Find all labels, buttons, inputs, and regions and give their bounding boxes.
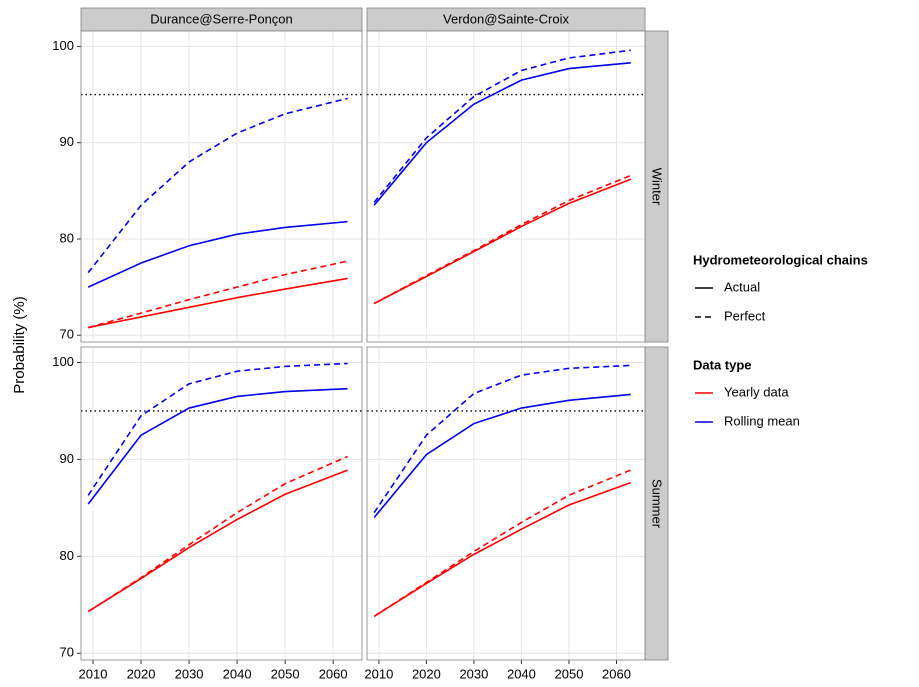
x-tick-label: 2060 <box>602 666 631 681</box>
legend-title: Data type <box>693 357 752 372</box>
line-series <box>373 174 632 305</box>
y-tick-label: 80 <box>60 548 74 563</box>
strip-label: Summer <box>650 479 665 529</box>
line-series <box>373 49 631 203</box>
line-series <box>88 277 348 329</box>
panel-border <box>366 30 646 343</box>
line-series <box>373 481 632 618</box>
x-tick-label: 2020 <box>127 666 156 681</box>
x-tick-label: 2030 <box>175 666 204 681</box>
x-tick-label: 2010 <box>364 666 393 681</box>
x-tick-label: 2020 <box>412 666 441 681</box>
y-tick-label: 70 <box>60 645 74 660</box>
x-tick-label: 2040 <box>507 666 536 681</box>
legend-label: Rolling mean <box>724 413 800 428</box>
line-series <box>373 178 632 305</box>
legend-label: Yearly data <box>724 384 789 399</box>
x-tick-label: 2060 <box>319 666 348 681</box>
legend-label: Perfect <box>724 308 766 323</box>
line-series <box>87 469 348 613</box>
x-tick-label: 2030 <box>459 666 488 681</box>
line-series <box>87 260 348 329</box>
y-tick-label: 90 <box>60 451 74 466</box>
strip-label: Durance@Serre-Ponçon <box>150 11 293 26</box>
legend-title: Hydrometeorological chains <box>693 252 868 267</box>
line-series <box>87 362 348 496</box>
y-tick-label: 80 <box>60 230 74 245</box>
y-tick-label: 100 <box>52 354 74 369</box>
panel <box>81 347 362 660</box>
panel <box>367 31 645 342</box>
y-axis-label: Probability (%) <box>11 296 28 394</box>
panel <box>367 347 645 660</box>
line-series <box>373 61 631 206</box>
line-series <box>373 364 631 514</box>
x-tick-label: 2050 <box>271 666 300 681</box>
x-tick-label: 2040 <box>223 666 252 681</box>
legend-label: Actual <box>724 279 760 294</box>
y-tick-label: 100 <box>52 38 74 53</box>
line-series <box>87 220 348 288</box>
panel <box>81 31 362 342</box>
strip-label: Winter <box>650 168 665 206</box>
y-tick-label: 90 <box>60 134 74 149</box>
line-series <box>87 97 348 274</box>
panel-border <box>80 30 363 343</box>
line-series <box>373 393 631 519</box>
x-tick-label: 2050 <box>555 666 584 681</box>
line-series <box>87 387 348 505</box>
y-tick-label: 70 <box>60 327 74 342</box>
panel-border <box>366 346 646 661</box>
panel-border <box>80 346 363 661</box>
strip-label: Verdon@Sainte-Croix <box>443 11 569 26</box>
x-tick-label: 2010 <box>79 666 108 681</box>
